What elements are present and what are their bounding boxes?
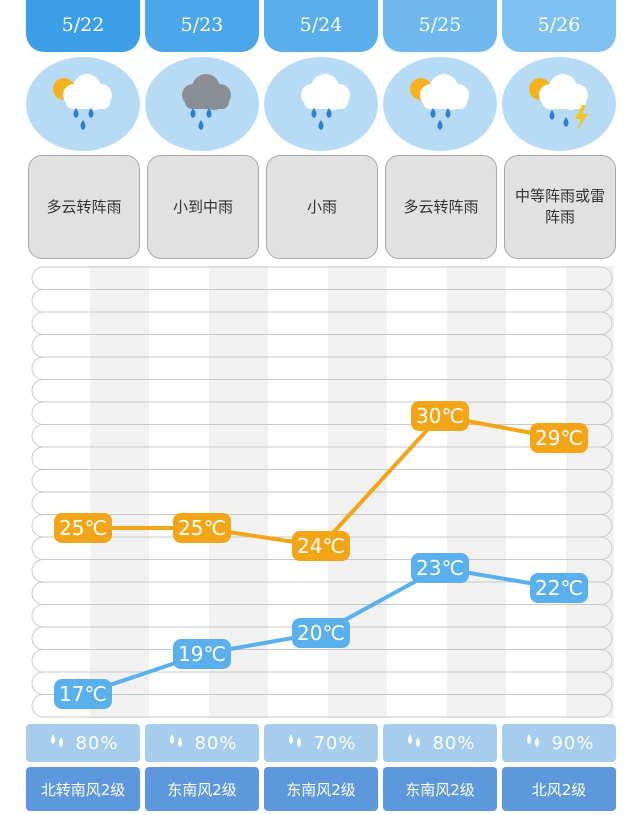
temperature-chart-svg: 25℃ 25℃ 24℃ 30℃ 29℃ 17℃ 19℃ 20℃ 23℃ 22℃ <box>30 266 614 718</box>
date-tab[interactable]: 5/25 <box>383 0 497 52</box>
high-temp-point: 25℃ <box>173 513 231 543</box>
cloud-rain-icon <box>264 57 378 151</box>
date-tab[interactable]: 5/23 <box>145 0 259 52</box>
droplet-icon <box>166 732 186 755</box>
humidity-value: 80% <box>194 732 238 754</box>
temp-label: 17℃ <box>59 682 107 706</box>
temp-label: 19℃ <box>178 642 226 666</box>
condition-label: 小到中雨 <box>172 197 233 216</box>
temp-label: 25℃ <box>59 516 107 540</box>
temp-label: 23℃ <box>416 556 464 580</box>
wind-value: 东南风2级 <box>405 780 475 799</box>
wind-cell: 东南风2级 <box>264 767 378 811</box>
high-temp-point: 29℃ <box>530 423 588 453</box>
condition-label: 多云转阵雨 <box>46 197 122 216</box>
sun-cloud-rain-icon <box>26 57 140 151</box>
low-temp-point: 19℃ <box>173 639 231 669</box>
wind-cell: 东南风2级 <box>383 767 497 811</box>
humidity-value: 80% <box>75 732 119 754</box>
droplet-icon <box>47 732 67 755</box>
condition-label: 中等阵雨或雷阵雨 <box>514 187 605 226</box>
temp-label: 29℃ <box>535 426 583 450</box>
condition-card: 小雨 <box>266 155 378 259</box>
wind-cell: 北风2级 <box>502 767 616 811</box>
temp-label: 25℃ <box>178 516 226 540</box>
temp-label: 20℃ <box>297 621 345 645</box>
high-temp-point: 30℃ <box>411 401 469 431</box>
wind-value: 东南风2级 <box>286 780 356 799</box>
droplet-icon <box>285 732 305 755</box>
temperature-chart: 25℃ 25℃ 24℃ 30℃ 29℃ 17℃ 19℃ 20℃ 23℃ 22℃ <box>30 266 614 718</box>
high-temp-point: 25℃ <box>54 513 112 543</box>
sun-cloud-rain-icon <box>383 57 497 151</box>
wind-value: 东南风2级 <box>167 780 237 799</box>
humidity-value: 80% <box>432 732 476 754</box>
temp-label: 22℃ <box>535 576 583 600</box>
condition-card: 多云转阵雨 <box>28 155 140 259</box>
wind-value: 北转南风2级 <box>40 780 126 799</box>
dark-cloud-rain-icon <box>145 57 259 151</box>
condition-label: 小雨 <box>306 197 337 216</box>
wind-cell: 北转南风2级 <box>26 767 140 811</box>
date-tab[interactable]: 5/24 <box>264 0 378 52</box>
low-temp-point: 17℃ <box>54 679 112 709</box>
humidity-cell: 80% <box>383 724 497 762</box>
low-temp-point: 22℃ <box>530 573 588 603</box>
date-tab[interactable]: 5/26 <box>502 0 616 52</box>
low-temp-point: 23℃ <box>411 553 469 583</box>
humidity-cell: 80% <box>26 724 140 762</box>
wind-cell: 东南风2级 <box>145 767 259 811</box>
humidity-cell: 70% <box>264 724 378 762</box>
droplet-icon <box>523 732 543 755</box>
date-tab[interactable]: 5/22 <box>26 0 140 52</box>
wind-value: 北风2级 <box>531 780 587 799</box>
condition-card: 多云转阵雨 <box>385 155 497 259</box>
humidity-cell: 90% <box>502 724 616 762</box>
temp-label: 24℃ <box>297 534 345 558</box>
temp-label: 30℃ <box>416 404 464 428</box>
humidity-value: 70% <box>313 732 357 754</box>
humidity-cell: 80% <box>145 724 259 762</box>
condition-card: 中等阵雨或雷阵雨 <box>504 155 616 259</box>
condition-label: 多云转阵雨 <box>403 197 479 216</box>
condition-card: 小到中雨 <box>147 155 259 259</box>
high-temp-point: 24℃ <box>292 531 350 561</box>
sun-cloud-thunder-icon <box>502 57 616 151</box>
humidity-value: 90% <box>551 732 595 754</box>
droplet-icon <box>404 732 424 755</box>
low-temp-point: 20℃ <box>292 618 350 648</box>
